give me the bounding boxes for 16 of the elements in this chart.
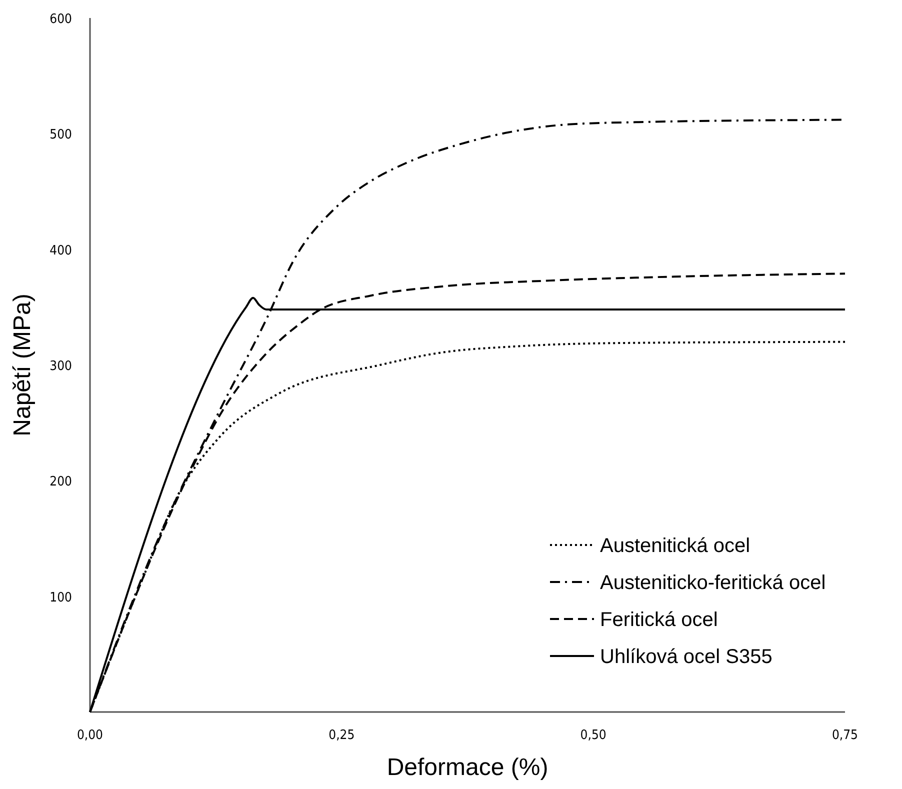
legend-label: Feritická ocel	[600, 609, 718, 631]
y-tick-label: 200	[50, 474, 72, 490]
legend-label: Austeniticko-feritická ocel	[600, 572, 826, 594]
legend-label: Austenitická ocel	[600, 535, 750, 557]
x-axis-title: Deformace (%)	[386, 754, 548, 781]
y-tick-label: 500	[50, 128, 72, 143]
y-tick-label: 600	[50, 12, 72, 27]
y-axis-title: Napětí (MPa)	[9, 294, 36, 436]
y-tick-label: 100	[50, 590, 72, 606]
x-tick-label: 0,00	[76, 728, 104, 743]
y-tick-label: 300	[50, 359, 72, 374]
legend-label: Uhlíková ocel S355	[600, 646, 772, 668]
x-tick-label: 0,25	[328, 728, 355, 743]
y-tick-label: 400	[50, 243, 72, 258]
x-tick-label: 0,75	[832, 728, 858, 743]
x-tick-label: 0,50	[580, 728, 606, 743]
